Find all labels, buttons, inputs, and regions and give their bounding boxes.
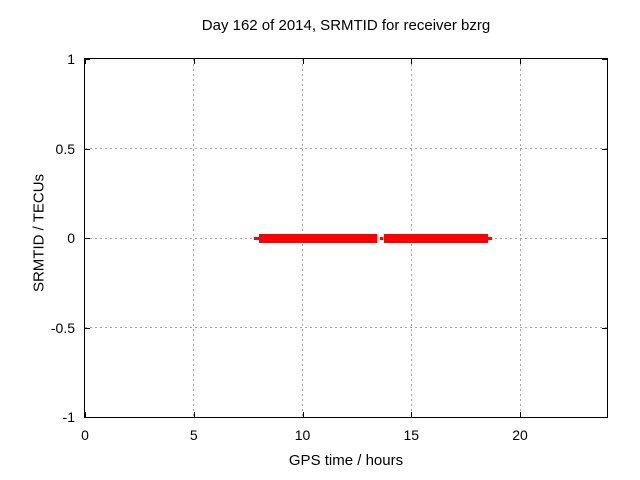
x-tick-top (193, 59, 195, 64)
y-tick-left (85, 148, 90, 150)
x-tick-bottom (85, 412, 86, 417)
x-tick-bottom (411, 412, 413, 417)
series-segment (488, 236, 493, 240)
y-tick-label: 0.5 (55, 140, 75, 157)
x-tick-label: 0 (81, 427, 89, 443)
x-tick-label: 20 (512, 427, 528, 443)
y-gridline (85, 327, 607, 328)
chart-title: Day 162 of 2014, SRMTID for receiver bzr… (201, 17, 491, 34)
y-tick-label: -0.5 (50, 319, 75, 336)
x-tick-bottom (520, 412, 521, 417)
y-tick-left (85, 59, 90, 60)
series-segment (254, 236, 260, 240)
y-gridline (85, 148, 607, 149)
x-tick-top (302, 59, 304, 64)
y-tick-right (602, 327, 607, 329)
series-segment (259, 233, 377, 243)
y-tick-left (85, 327, 90, 329)
x-tick-bottom (193, 412, 195, 417)
x-axis-label: GPS time / hours (288, 452, 404, 469)
y-tick-left (85, 238, 90, 239)
y-tick-left (85, 417, 90, 418)
x-tick-label: 10 (294, 427, 311, 443)
x-tick-top (520, 59, 521, 64)
y-tick-right (602, 417, 607, 418)
x-tick-top (411, 59, 413, 64)
plot-area: 0 5 10 15 20 -1 -0.5 0 0.5 1 (51, 51, 608, 443)
y-tick-label: -1 (62, 409, 75, 425)
x-tick-label: 15 (403, 427, 420, 443)
x-tick-label: 5 (189, 427, 198, 443)
series-segment (383, 233, 489, 243)
y-tick-right (602, 238, 607, 239)
y-tick-right (602, 59, 607, 60)
y-tick-label: 0 (67, 230, 75, 246)
x-tick-bottom (302, 412, 304, 417)
series-segment (379, 236, 383, 240)
y-tick-label: 1 (67, 51, 75, 67)
x-tick-top (85, 59, 86, 64)
y-tick-right (602, 148, 607, 150)
